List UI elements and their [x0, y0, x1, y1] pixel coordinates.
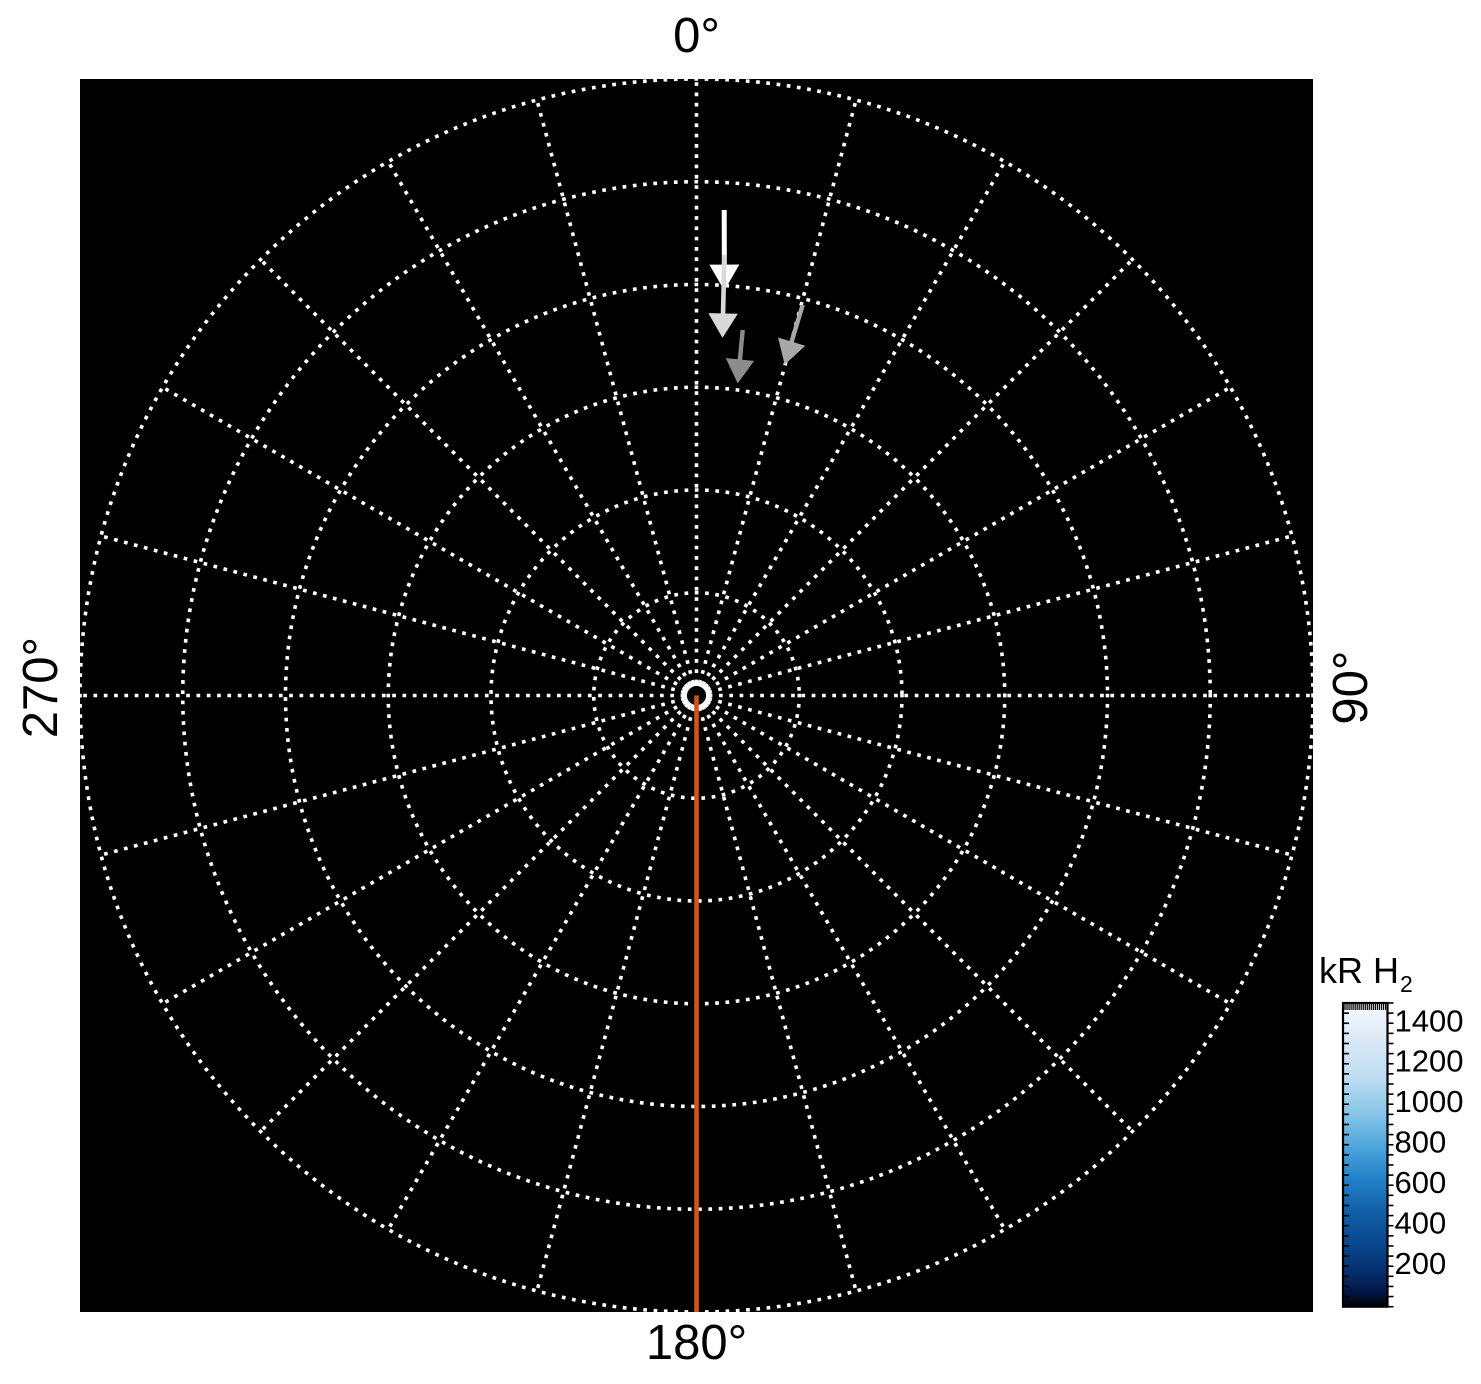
svg-text:90°: 90°	[1324, 651, 1378, 725]
svg-text:180°: 180°	[646, 1316, 747, 1370]
svg-text:270°: 270°	[14, 637, 68, 738]
svg-text:1400: 1400	[1395, 1003, 1464, 1038]
svg-text:800: 800	[1395, 1125, 1447, 1160]
svg-text:400: 400	[1395, 1206, 1447, 1241]
svg-text:0°: 0°	[673, 9, 720, 63]
svg-text:1000: 1000	[1395, 1084, 1464, 1119]
svg-text:1200: 1200	[1395, 1044, 1464, 1079]
svg-text:kR H2: kR H2	[1319, 950, 1413, 997]
svg-text:200: 200	[1395, 1246, 1447, 1281]
svg-text:600: 600	[1395, 1165, 1447, 1200]
